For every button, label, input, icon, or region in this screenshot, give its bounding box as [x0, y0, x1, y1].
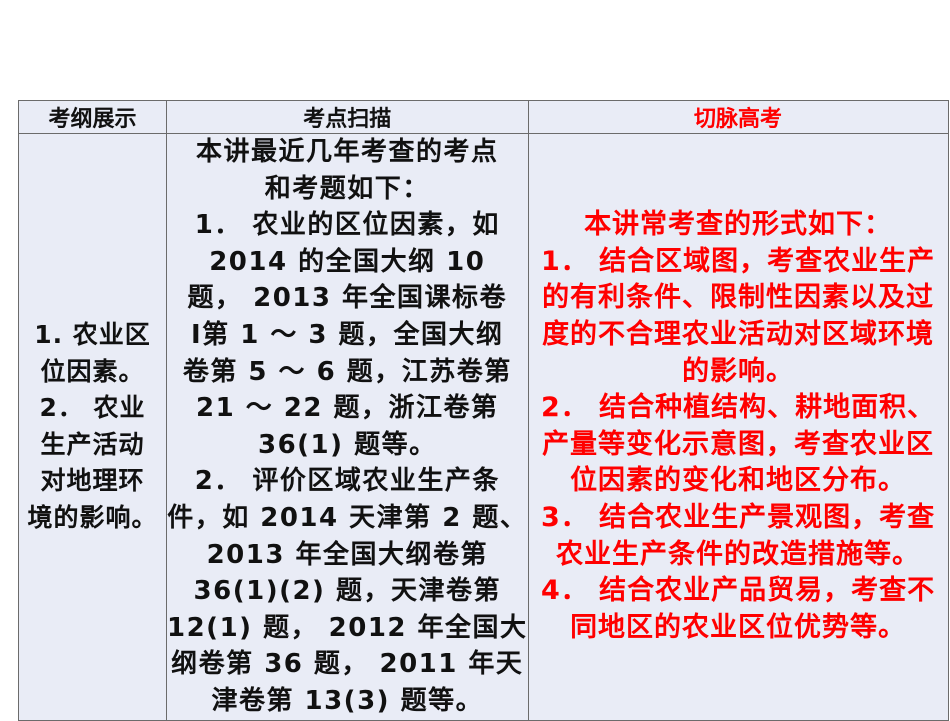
exam-line: 位因素的变化和地区分布。 — [570, 465, 907, 497]
exam-line: 3． 结合农业生产景观图，考查 — [540, 501, 936, 533]
scan-line: 题， 2013 年全国课标卷 — [187, 283, 508, 314]
scan-line: 2014 的全国大纲 10 — [209, 246, 486, 277]
exam-line: 同地区的农业区位优势等。 — [570, 611, 907, 643]
syllabus-line: 境的影响。 — [27, 502, 158, 532]
exam-line: 的有利条件、限制性因素以及过 — [542, 282, 935, 314]
syllabus-cell: 1. 农业区 位因素。 2． 农业生产活动对地理环境的影响。 — [18, 133, 167, 721]
header-row: 考纲展示 考点扫描 切脉高考 — [18, 100, 949, 134]
exam-line: 度的不合理农业活动对区域环境 — [542, 318, 935, 350]
scan-line: 36(1) 题等。 — [257, 429, 437, 460]
scan-line: 36(1)(2) 题，天津卷第 — [193, 576, 501, 607]
syllabus-line: 对地理环 — [40, 466, 145, 496]
scan-cell: 本讲最近几年考查的考点 和考题如下： 1． 农业的区位因素，如 2014 的全国大纲 … — [166, 133, 529, 721]
exam-line: 的影响。 — [682, 355, 795, 387]
exam-cell: 本讲常考查的形式如下： 1． 结合区域图，考查农业生产 的有利条件、限制性因素以及过… — [527, 133, 949, 721]
syllabus-line: 生产活动 — [40, 429, 145, 459]
content-row: 1. 农业区 位因素。 2． 农业生产活动对地理环境的影响。 本讲最近几年考查的考点… — [18, 133, 949, 721]
scan-line: 津卷第 13(3) 题等。 — [211, 685, 484, 716]
scan-line: 2． 评价区域农业生产条 — [194, 466, 500, 497]
exam-line: 1． 结合区域图，考查农业生产 — [540, 245, 936, 277]
scan-line: 和考题如下： — [264, 173, 430, 204]
scan-line: 1． 农业的区位因素，如 — [194, 210, 500, 241]
exam-line: 2． 结合种植结构、耕地面积、 — [540, 392, 936, 424]
scan-line: 件，如 2014 天津第 2 题、 — [167, 502, 528, 533]
exam-line: 农业生产条件的改造措施等。 — [556, 538, 921, 570]
scan-line: 卷第 5 ～ 6 题，江苏卷第 — [182, 356, 512, 387]
syllabus-line: 1. 农业区 — [34, 319, 151, 349]
scan-line: 2013 年全国大纲卷第 — [206, 539, 488, 570]
syllabus-line: 2． 农业 — [39, 393, 146, 423]
scan-line: 21 ～ 22 题，浙江卷第 — [196, 393, 499, 424]
exam-line: 本讲常考查的形式如下： — [584, 209, 893, 241]
scan-line: Ⅰ第 1 ～ 3 题，全国大纲 — [190, 319, 504, 350]
header-exam: 切脉高考 — [527, 100, 949, 134]
exam-line: 4． 结合农业产品贸易，考查不 — [540, 575, 936, 607]
scan-line: 12(1) 题， 2012 年全国大 — [167, 612, 528, 643]
scan-line: 纲卷第 36 题， 2011 年天 — [171, 649, 524, 680]
exam-table: 考纲展示 考点扫描 切脉高考 1. 农业区 位因素。 2． 农业生产活动对地理环境的… — [18, 100, 949, 721]
header-syllabus: 考纲展示 — [18, 100, 167, 134]
scan-line: 本讲最近几年考查的考点 — [196, 137, 499, 167]
syllabus-line: 位因素。 — [40, 356, 145, 386]
exam-line: 产量等变化示意图，考查农业区 — [542, 428, 935, 460]
header-scan: 考点扫描 — [166, 100, 529, 134]
